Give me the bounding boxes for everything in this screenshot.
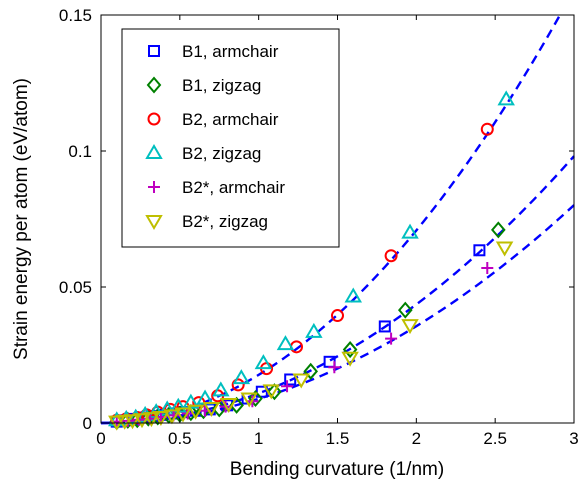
- data-point: [481, 261, 494, 274]
- y-tick-label: 0: [83, 414, 92, 433]
- x-axis-ticks: 0 0.5 1 1.5 2 2.5 3: [96, 15, 579, 448]
- y-tick-label: 0.15: [59, 6, 92, 25]
- data-point: [152, 411, 170, 427]
- data-point: [305, 322, 323, 338]
- data-point: [497, 90, 515, 106]
- data-point: [219, 397, 238, 413]
- x-tick-label: 2.5: [483, 429, 507, 448]
- legend-label: B2, armchair: [182, 110, 279, 129]
- data-point: [240, 392, 258, 408]
- y-tick-label: 0.05: [59, 278, 92, 297]
- x-tick-label: 1: [254, 429, 263, 448]
- x-axis-label: Bending curvature (1/nm): [230, 459, 444, 480]
- legend-marker-b2-zigzag: [145, 215, 163, 230]
- data-point: [495, 241, 514, 257]
- legend-marker-b2-armchair: [147, 112, 161, 126]
- x-tick-label: 1.5: [326, 429, 350, 448]
- legend-marker-b2-zigzag: [145, 144, 163, 159]
- legend-label: B1, armchair: [182, 42, 279, 61]
- legend: B1, armchair B1, zigzag B2, armchair B2, zi…: [121, 28, 340, 248]
- data-point: [378, 320, 391, 333]
- data-point: [276, 335, 295, 351]
- data-point: [232, 369, 251, 385]
- data-point: [254, 354, 273, 370]
- y-axis-label: Strain energy per atom (eV/atom): [11, 78, 32, 360]
- data-point: [262, 384, 281, 400]
- data-point: [491, 221, 506, 239]
- data-point: [142, 412, 161, 428]
- data-point: [115, 414, 134, 430]
- data-point: [397, 301, 413, 319]
- data-point: [473, 244, 486, 257]
- x-tick-label: 3: [569, 429, 578, 448]
- data-point: [344, 287, 363, 303]
- data-point: [202, 402, 221, 418]
- legend-marker-b1-zigzag: [146, 76, 162, 94]
- data-markers: [108, 90, 515, 431]
- data-point: [174, 407, 192, 423]
- data-point: [303, 362, 319, 380]
- legend-marker-b1-armchair: [148, 45, 160, 57]
- data-point: [401, 319, 419, 335]
- data-point: [267, 383, 282, 401]
- y-axis-ticks: 0 0.05 0.1 0.15: [59, 6, 574, 433]
- data-point: [480, 122, 494, 136]
- x-tick-label: 0: [96, 429, 105, 448]
- x-tick-label: 0.5: [168, 429, 192, 448]
- legend-label: B2, zigzag: [182, 144, 261, 163]
- legend-label: B2*, armchair: [182, 178, 285, 197]
- data-point: [212, 381, 230, 397]
- data-point: [331, 309, 344, 323]
- data-point: [341, 351, 359, 367]
- data-point: [186, 404, 205, 420]
- data-point: [281, 380, 294, 393]
- data-point: [123, 414, 142, 430]
- legend-label: B2*, zigzag: [182, 212, 268, 231]
- data-point: [133, 413, 151, 429]
- legend-box: [121, 28, 340, 248]
- y-tick-label: 0.1: [68, 142, 92, 161]
- data-point: [163, 409, 181, 425]
- data-point: [328, 361, 341, 374]
- data-point: [401, 223, 419, 239]
- legend-marker-b2-armchair: [148, 181, 160, 193]
- x-tick-label: 2: [412, 429, 421, 448]
- data-point: [342, 341, 358, 359]
- data-point: [292, 373, 310, 389]
- data-point: [231, 378, 245, 392]
- data-point: [284, 373, 297, 386]
- data-point: [384, 249, 398, 263]
- data-point: [385, 332, 398, 345]
- legend-label: B1, zigzag: [182, 76, 261, 95]
